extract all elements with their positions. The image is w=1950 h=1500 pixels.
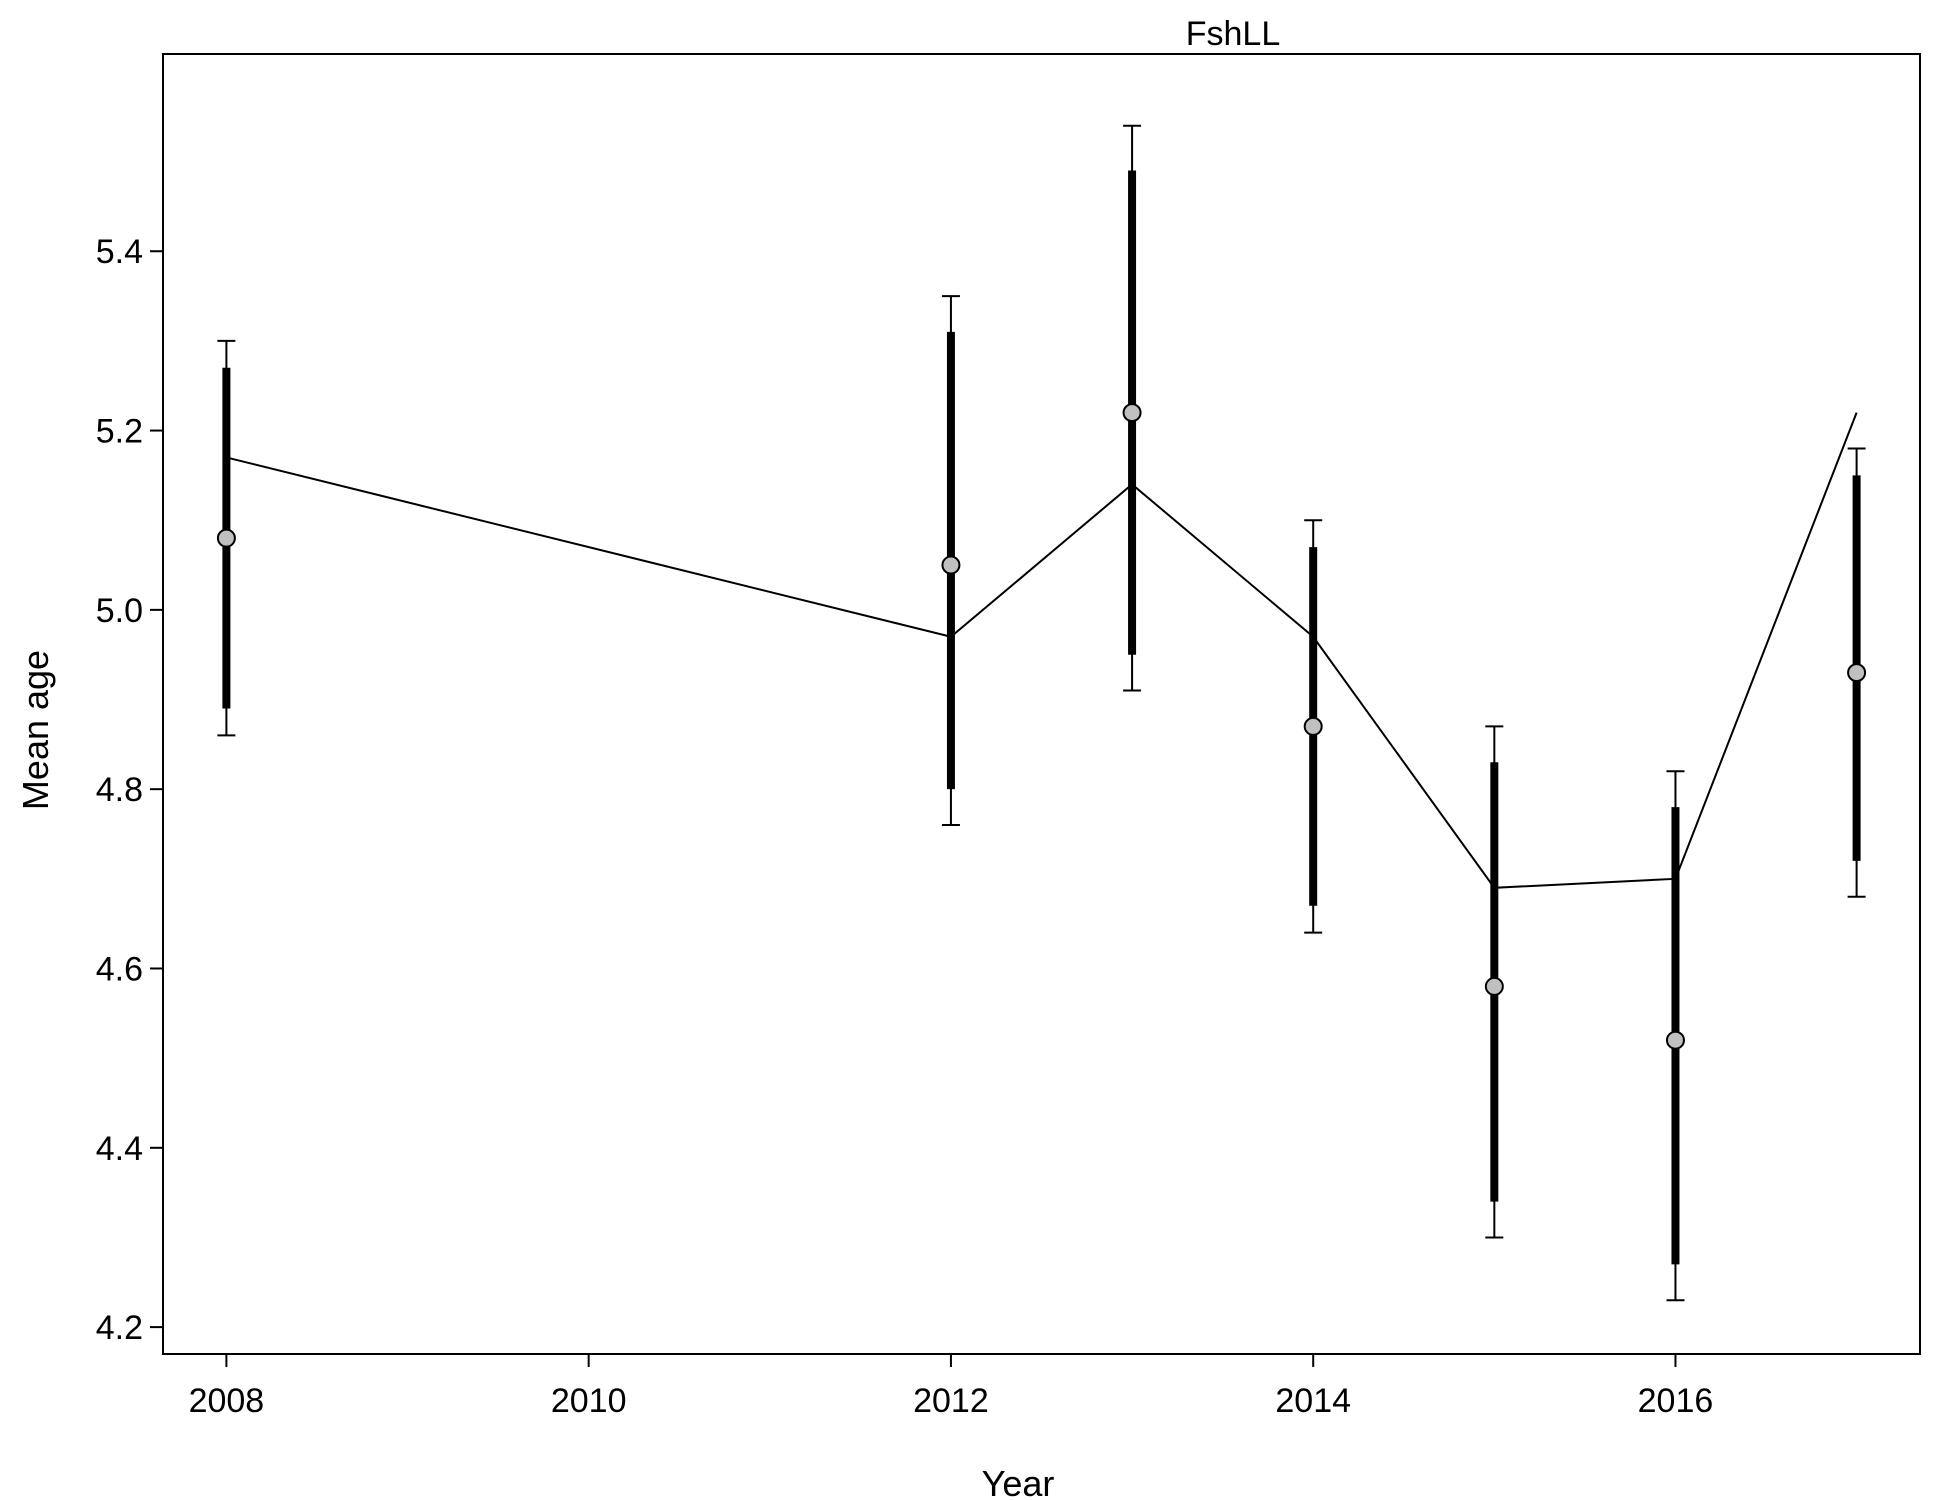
x-tick-label: 2008 (189, 1382, 265, 1420)
observed-point (1122, 403, 1142, 423)
observed-points (216, 403, 1867, 1050)
y-tick-label: 5.2 (96, 413, 143, 451)
expected-line (226, 412, 1858, 889)
observed-point (216, 528, 236, 548)
observed-point (941, 555, 961, 575)
y-tick-label: 5.0 (96, 592, 143, 630)
observed-point (1665, 1030, 1685, 1050)
x-axis: 2008 2010 2012 2014 2016 (189, 1354, 1714, 1420)
expected-line-layer (226, 412, 1858, 889)
observed-point (1847, 663, 1867, 683)
outer-intervals (217, 124, 1866, 1302)
y-tick-label: 5.4 (96, 233, 143, 271)
observed-point (1303, 716, 1323, 736)
y-axis-title: Mean age (15, 650, 56, 810)
x-tick-label: 2010 (551, 1382, 627, 1420)
chart-title: FshLL (1186, 15, 1281, 53)
y-tick-label: 4.8 (96, 771, 143, 809)
y-tick-label: 4.4 (96, 1130, 143, 1168)
x-tick-label: 2016 (1638, 1382, 1714, 1420)
x-tick-label: 2014 (1275, 1382, 1351, 1420)
y-tick-label: 4.6 (96, 950, 143, 988)
x-tick-label: 2012 (913, 1382, 989, 1420)
plot-frame (162, 53, 1921, 1355)
observed-point (1484, 976, 1504, 996)
y-axis: 4.2 4.4 4.6 4.8 5.0 5.2 5.4 (96, 233, 163, 1347)
y-tick-label: 4.2 (96, 1309, 143, 1347)
x-axis-title: Year (982, 1463, 1055, 1500)
inner-intervals (222, 170, 1861, 1265)
